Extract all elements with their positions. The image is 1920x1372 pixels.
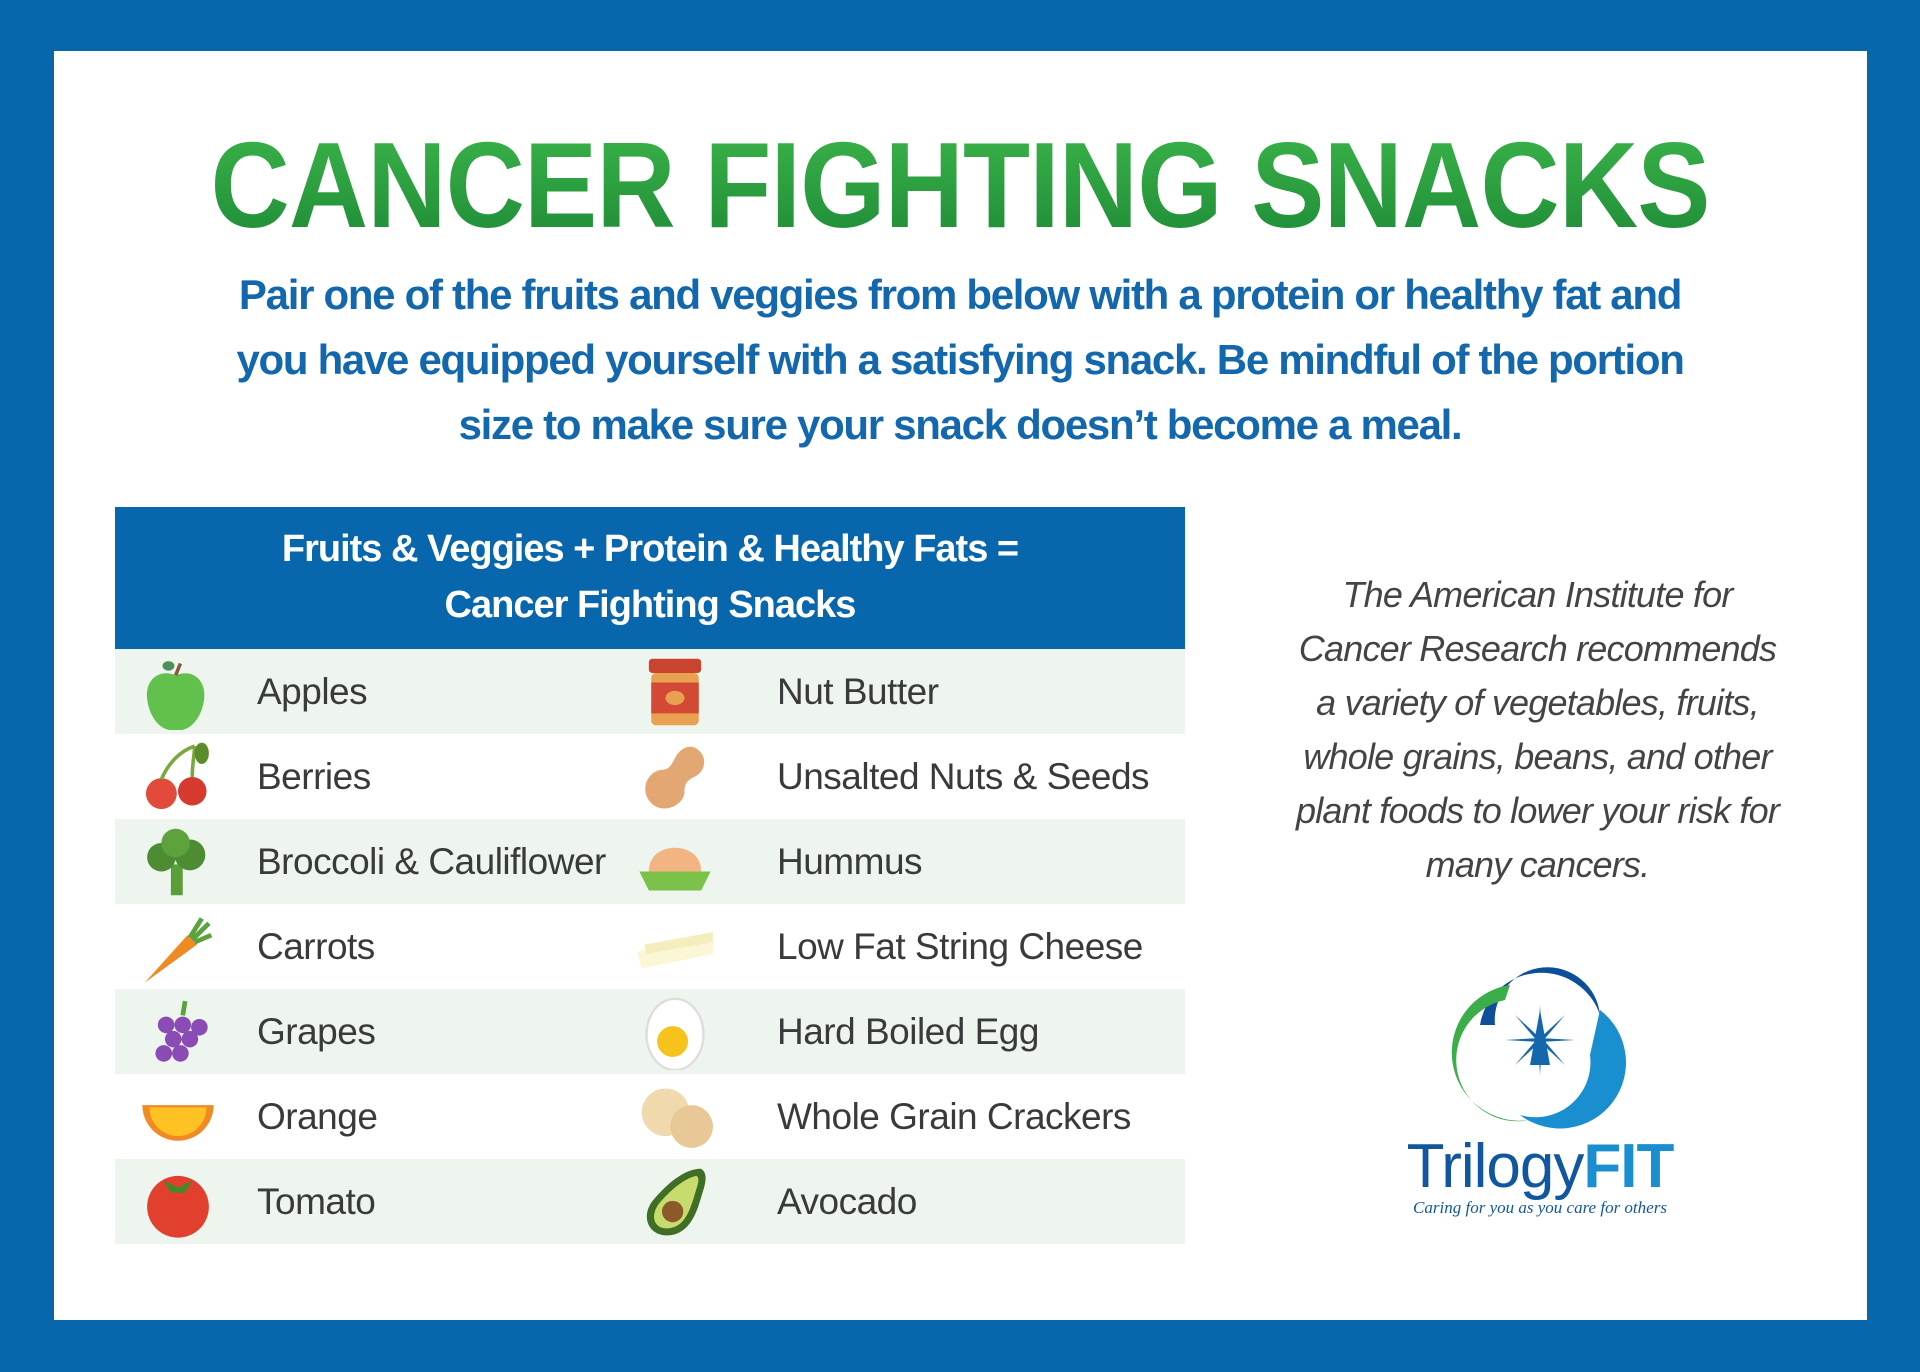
item-label: Carrots bbox=[257, 925, 375, 967]
header-line: Fruits & Veggies + Protein & Healthy Fat… bbox=[281, 528, 1019, 570]
brand-fit: FIT bbox=[1583, 1132, 1674, 1201]
aicr-line: a variety of vegetables, fruits, bbox=[1316, 682, 1759, 723]
right-item: Avocado bbox=[625, 1159, 917, 1244]
peanut-icon bbox=[625, 734, 725, 819]
crackers-icon bbox=[625, 1074, 725, 1159]
avocado-icon bbox=[625, 1159, 725, 1244]
item-label: Whole Grain Crackers bbox=[777, 1095, 1131, 1137]
carrot-icon bbox=[130, 904, 225, 989]
right-item: Hummus bbox=[625, 819, 923, 904]
egg-icon bbox=[625, 989, 725, 1074]
item-label: Apples bbox=[257, 670, 368, 712]
right-item: Hard Boiled Egg bbox=[625, 989, 1039, 1074]
table-row: Orange Whole Grain Crackers bbox=[115, 1074, 1185, 1159]
intro-line: Pair one of the fruits and veggies from … bbox=[238, 271, 1682, 318]
brand-name: TrilogyFIT bbox=[1390, 1131, 1690, 1202]
hummus-icon bbox=[625, 819, 725, 904]
left-item: Apples bbox=[115, 649, 368, 734]
intro-text: Pair one of the fruits and veggies from … bbox=[100, 262, 1820, 457]
cherries-icon bbox=[130, 734, 225, 819]
apple-icon bbox=[130, 649, 225, 734]
header-line: Cancer Fighting Snacks bbox=[444, 584, 857, 626]
left-item: Broccoli & Cauliflower bbox=[115, 819, 606, 904]
aicr-line: whole grains, beans, and other bbox=[1303, 736, 1772, 777]
intro-line: size to make sure your snack doesn’t bec… bbox=[458, 401, 1463, 448]
item-label: Nut Butter bbox=[777, 670, 939, 712]
right-item: Low Fat String Cheese bbox=[625, 904, 1143, 989]
item-label: Hard Boiled Egg bbox=[777, 1010, 1039, 1052]
item-label: Avocado bbox=[777, 1180, 917, 1222]
tomato-icon bbox=[130, 1159, 225, 1244]
item-label: Hummus bbox=[777, 840, 923, 882]
item-label: Low Fat String Cheese bbox=[777, 925, 1143, 967]
item-label: Tomato bbox=[257, 1180, 376, 1222]
orange-slice-icon bbox=[130, 1074, 225, 1159]
table-row: Apples Nut Butter bbox=[115, 649, 1185, 734]
left-item: Grapes bbox=[115, 989, 376, 1074]
string-cheese-icon bbox=[625, 904, 725, 989]
aicr-line: The American Institute for bbox=[1342, 574, 1733, 615]
right-item: Unsalted Nuts & Seeds bbox=[625, 734, 1150, 819]
table-header: Fruits & Veggies + Protein & Healthy Fat… bbox=[115, 507, 1185, 649]
broccoli-icon bbox=[130, 819, 225, 904]
aicr-line: many cancers. bbox=[1425, 844, 1651, 885]
item-label: Unsalted Nuts & Seeds bbox=[777, 755, 1150, 797]
right-item: Whole Grain Crackers bbox=[625, 1074, 1131, 1159]
aicr-line: plant foods to lower your risk for bbox=[1295, 790, 1780, 831]
grapes-icon bbox=[130, 989, 225, 1074]
snack-table: Fruits & Veggies + Protein & Healthy Fat… bbox=[115, 507, 1185, 1244]
table-row: Tomato Avocado bbox=[115, 1159, 1185, 1244]
table-row: Grapes Hard Boiled Egg bbox=[115, 989, 1185, 1074]
aicr-line: Cancer Research recommends bbox=[1298, 628, 1777, 669]
item-label: Broccoli & Cauliflower bbox=[257, 840, 606, 882]
trilogyfit-logo: TrilogyFIT Caring for you as you care fo… bbox=[1390, 955, 1690, 1218]
left-item: Orange bbox=[115, 1074, 378, 1159]
nut-butter-jar-icon bbox=[625, 649, 725, 734]
intro-line: you have equipped yourself with a satisf… bbox=[236, 336, 1684, 383]
left-item: Berries bbox=[115, 734, 371, 819]
table-row: Broccoli & Cauliflower Hummus bbox=[115, 819, 1185, 904]
table-row: Carrots Low Fat String Cheese bbox=[115, 904, 1185, 989]
swirl-compass-icon bbox=[1451, 967, 1627, 1129]
aicr-recommendation: The American Institute for Cancer Resear… bbox=[1260, 568, 1815, 892]
brand-trilogy: Trilogy bbox=[1406, 1132, 1585, 1201]
item-label: Berries bbox=[257, 755, 371, 797]
tagline: Caring for you as you care for others bbox=[1413, 1198, 1667, 1217]
right-item: Nut Butter bbox=[625, 649, 939, 734]
table-row: Berries Unsalted Nuts & Seeds bbox=[115, 734, 1185, 819]
page-title: CANCER FIGHTING SNACKS bbox=[96, 118, 1824, 252]
left-item: Carrots bbox=[115, 904, 375, 989]
item-label: Orange bbox=[257, 1095, 378, 1137]
item-label: Grapes bbox=[257, 1010, 376, 1052]
left-item: Tomato bbox=[115, 1159, 376, 1244]
